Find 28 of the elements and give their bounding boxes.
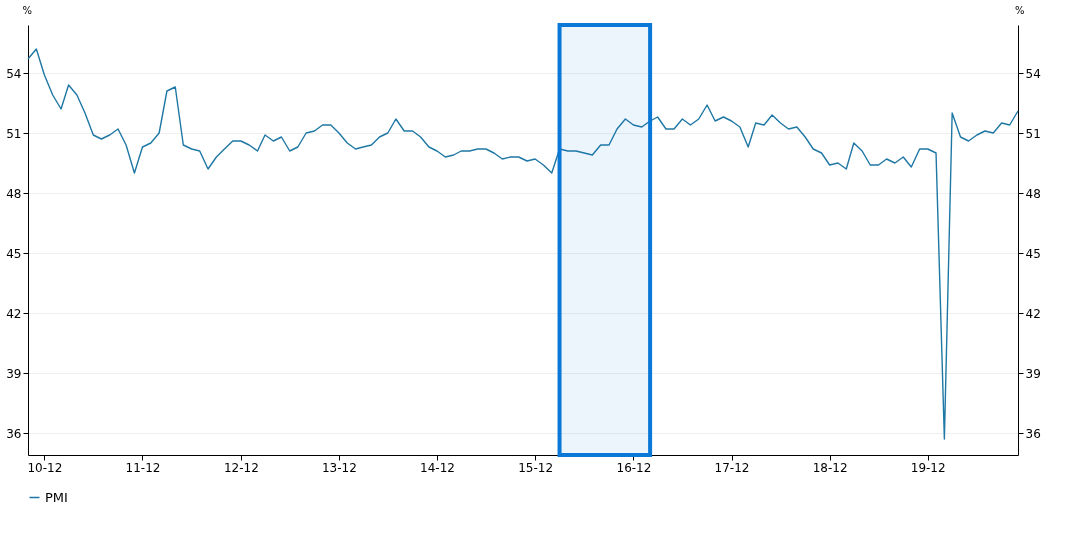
y2-tick-label: 51: [1025, 126, 1041, 141]
y2-tick-label: 36: [1025, 426, 1041, 441]
x-tick-label: 13-12: [321, 460, 357, 475]
x-tick-label: 15-12: [518, 460, 554, 475]
y-tick-label: 39: [6, 366, 22, 381]
y2-tick-label: 42: [1025, 306, 1041, 321]
y-tick-label: 36: [6, 426, 22, 441]
y2-tick-label: 45: [1025, 246, 1041, 261]
x-tick-label: 19-12: [910, 460, 946, 475]
x-tick-label: 12-12: [223, 460, 259, 475]
x-tick-label: 17-12: [714, 460, 750, 475]
y-tick-label: 45: [6, 246, 22, 261]
legend-label: PMI: [45, 489, 68, 505]
y-tick-label: 42: [6, 306, 22, 321]
x-tick-label: 18-12: [812, 460, 848, 475]
y-tick-label: 51: [6, 126, 22, 141]
x-tick-label: 10-12: [27, 460, 63, 475]
y-tick-label: 48: [6, 186, 22, 201]
x-tick-label: 14-12: [420, 460, 455, 475]
x-tick-label: 11-12: [125, 460, 161, 475]
y-axis-title: %: [22, 4, 33, 16]
x-tick-label: 16-12: [616, 460, 652, 475]
line-series: [27, 48, 1019, 440]
y-tick-label: 54: [6, 66, 22, 81]
y2-axis-title: %: [1014, 4, 1025, 16]
y2-tick-label: 54: [1025, 66, 1041, 81]
y2-tick-label: 48: [1025, 186, 1041, 201]
y2-tick-label: 39: [1025, 366, 1041, 381]
